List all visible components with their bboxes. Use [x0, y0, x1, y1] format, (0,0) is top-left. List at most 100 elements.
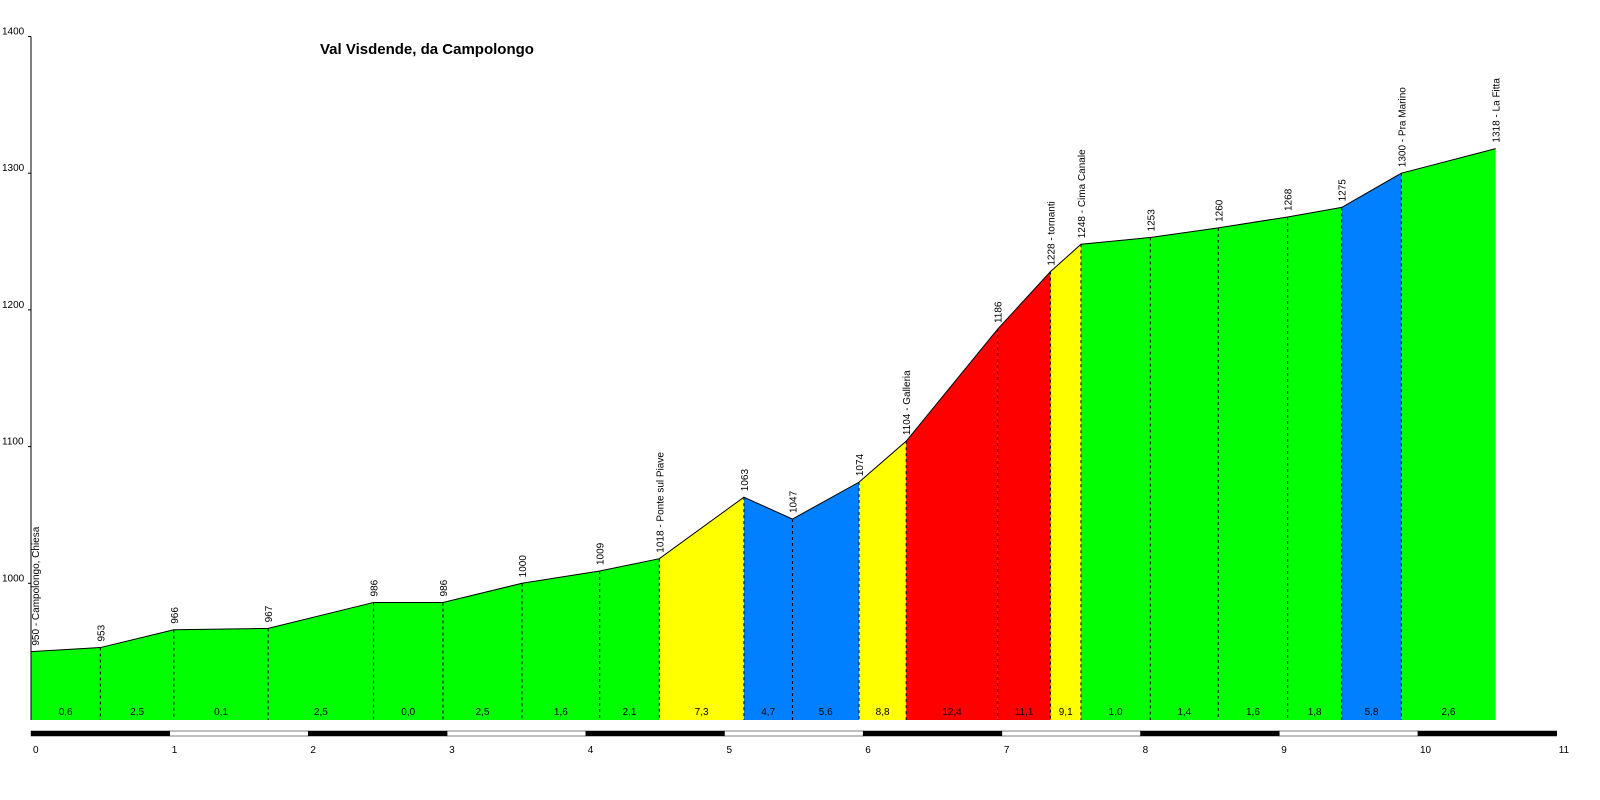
elevation-label: 1248 - Cima Canale [1077, 149, 1088, 238]
segment-area [442, 583, 522, 720]
y-tick-label: 1300 [2, 163, 25, 174]
gradient-label: 2,5 [314, 707, 328, 718]
elevation-label: 1268 [1284, 188, 1295, 211]
km-bar-block [169, 730, 309, 737]
km-bar-block [446, 730, 587, 737]
elevation-label: 967 [264, 605, 275, 622]
elevation-label: 1300 - Pra Marino [1397, 87, 1408, 167]
gradient-label: 2,5 [130, 707, 144, 718]
elevation-label: 1018 - Ponte sul Piave [655, 452, 666, 553]
segment-area [1218, 216, 1288, 720]
gradient-label: 7,3 [695, 707, 709, 718]
x-tick-label: 5 [727, 745, 733, 756]
segment-area [173, 628, 269, 720]
segment-area [792, 482, 860, 720]
gradient-label: 2,5 [476, 707, 490, 718]
km-bar-block [585, 730, 725, 737]
elevation-label: 1063 [740, 468, 751, 491]
chart-title: Val Visdende, da Campolongo [320, 41, 534, 58]
elevation-label: 1253 [1146, 209, 1157, 232]
x-tick-label: 10 [1420, 745, 1432, 756]
elevation-label: 1000 [518, 555, 529, 578]
gradient-label: 0,0 [401, 707, 415, 718]
gradient-label: 2,1 [623, 707, 637, 718]
segment-area [906, 329, 998, 720]
segment-area [1287, 207, 1342, 720]
gradient-label: 1,6 [554, 707, 568, 718]
x-tick-label: 6 [865, 745, 871, 756]
gradient-label: 1,6 [1246, 707, 1260, 718]
elevation-label: 1009 [596, 542, 607, 565]
km-bar-block [724, 730, 864, 737]
segment-area [1150, 227, 1219, 720]
gradient-label: 2,6 [1442, 707, 1456, 718]
segment-area [743, 497, 793, 720]
profile-areas [31, 148, 1496, 720]
x-axis-ticks: 0 1 2 3 4 5 6 7 8 9 10 11 [33, 745, 1570, 756]
segment-dividers [99, 173, 1402, 720]
segment-area [859, 441, 907, 720]
gradient-label: 9,1 [1059, 707, 1073, 718]
y-tick-label: 1100 [2, 437, 24, 448]
elevation-label: 1318 - La Fitta [1492, 78, 1503, 143]
segment-area [1341, 173, 1402, 720]
km-scale-bar [30, 730, 1557, 737]
km-bar-block [862, 730, 1003, 737]
km-bar-block [1140, 730, 1280, 737]
segment-area [268, 602, 374, 720]
x-tick-label: 4 [588, 745, 594, 756]
x-tick-label: 1 [172, 745, 178, 756]
y-tick-label: 1000 [2, 573, 25, 584]
x-tick-label: 11 [1559, 745, 1570, 756]
x-tick-label: 3 [449, 745, 455, 756]
elevation-label: 1104 - Galleria [902, 370, 913, 435]
elevation-label: 986 [439, 579, 450, 596]
elevation-label: 1047 [788, 490, 799, 513]
profile-outline [30, 148, 1496, 653]
gradient-label: 5,8 [1365, 707, 1379, 718]
km-bar-block [1417, 730, 1557, 737]
segment-area [31, 647, 101, 720]
gradient-label: 11,1 [1015, 707, 1034, 718]
x-tick-label: 8 [1143, 745, 1149, 756]
x-tick-label: 2 [310, 745, 316, 756]
segment-area [100, 629, 174, 720]
y-axis-ticks: 1000 1100 1200 1300 1400 [2, 27, 31, 584]
km-bar-block [30, 730, 170, 737]
segment-area [659, 497, 744, 720]
segment-area [599, 558, 660, 720]
y-tick-label: 1200 [2, 300, 25, 311]
elevation-label: 1186 [994, 301, 1005, 323]
gradient-label: 8,8 [876, 707, 890, 718]
elevation-label: 1275 [1338, 179, 1349, 202]
gradient-label: 1,8 [1308, 707, 1322, 718]
y-tick-label: 1400 [2, 27, 25, 38]
segment-area [1080, 237, 1151, 720]
gradient-label: 12,4 [942, 707, 962, 718]
gradient-label: 0,1 [214, 707, 228, 718]
km-bar-block [308, 730, 448, 737]
segment-area [1050, 244, 1081, 720]
x-tick-label: 9 [1281, 745, 1287, 756]
segment-area [1401, 148, 1496, 720]
elevation-label: 1228 - tornanti [1046, 201, 1057, 266]
gradient-label: 1,4 [1177, 707, 1191, 718]
elevation-label: 953 [96, 624, 107, 641]
gradient-label: 5,6 [819, 707, 833, 718]
gradient-label: 0,6 [59, 707, 73, 718]
elevation-label: 1260 [1214, 199, 1225, 222]
elevation-label: 966 [170, 607, 181, 624]
elevation-label: 1074 [855, 453, 866, 476]
segment-area [997, 271, 1051, 720]
km-bar-block [1279, 730, 1419, 737]
elevation-label: 950 - Campolongo, Chiesa [31, 526, 42, 645]
segment-area [373, 602, 443, 720]
km-bar-block [1001, 730, 1141, 737]
x-tick-label: 0 [33, 745, 39, 756]
segment-area [521, 570, 600, 720]
point-labels: 950 - Campolongo, Chiesa 953 966 967 986 986 1… [31, 78, 1503, 646]
gradient-labels: 0,6 2,5 0,1 2,5 0,0 2,5 1,6 2,1 7,3 4,7 5,6 8,8 12,4… [59, 707, 1456, 718]
elevation-label: 986 [370, 579, 381, 596]
x-tick-label: 7 [1004, 745, 1010, 756]
